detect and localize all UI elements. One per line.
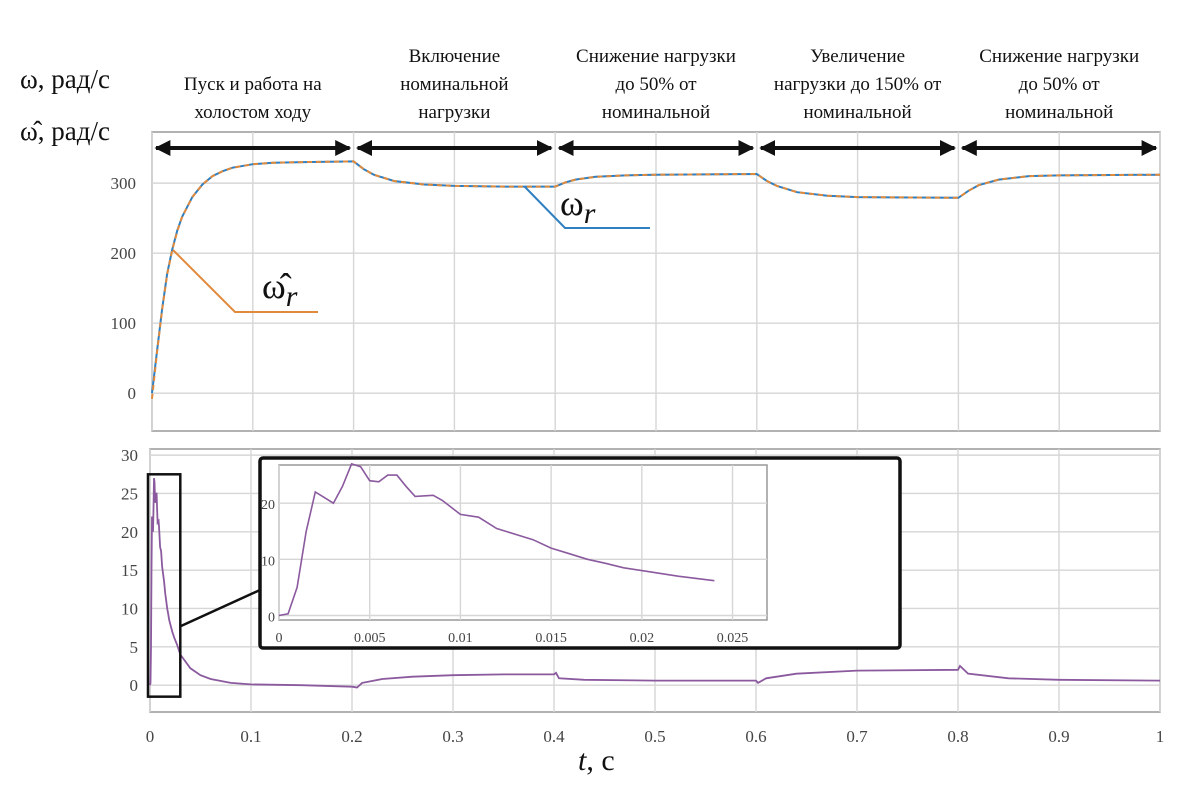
error-inset-plot: 0 0.005 0.01 0.015 0.02 0.025 0 10 20 [258, 456, 902, 650]
phase-label: Снижение нагрузки [576, 46, 736, 67]
x-tick-label: 1 [1156, 727, 1165, 746]
x-tick-label: 0.005 [354, 631, 386, 646]
phase-label: номинальной [400, 74, 508, 95]
omega-annotation: ωr [560, 183, 596, 230]
y-axis-label-omega: ω, рад/с [20, 64, 110, 94]
y-tick-label: 200 [111, 244, 137, 263]
x-tick-label: 0.025 [717, 631, 749, 646]
y-tick-label: 25 [121, 484, 138, 503]
omega-leader-line [524, 186, 650, 229]
y-tick-label: 0 [130, 676, 139, 695]
x-tick-label: 0.3 [442, 727, 463, 746]
y-tick-label: 5 [130, 638, 139, 657]
x-tick-label: 0 [146, 727, 155, 746]
series-line-omega-hat [151, 160, 1161, 399]
speed-plot: 0 100 200 300 Пуск и работа на холостом ходу В… [111, 46, 1161, 432]
phase-label: Увеличение [810, 46, 905, 67]
y-tick-label: 300 [111, 174, 137, 193]
phase-label: Снижение нагрузки [979, 46, 1139, 67]
phase-label: нагрузки [418, 102, 490, 123]
x-tick-label: 0.8 [947, 727, 968, 746]
x-axis-label: t, с [578, 744, 615, 777]
inset-error-series-line [278, 462, 715, 617]
zoom-connector-line [180, 588, 261, 628]
phase-label: Пуск и работа на [184, 74, 322, 95]
x-tick-label: 0.7 [846, 727, 868, 746]
phase-label: номинальной [803, 102, 911, 123]
x-tick-label: 0.5 [644, 727, 665, 746]
y-tick-label: 0 [128, 384, 137, 403]
y-tick-label: 30 [121, 446, 138, 465]
x-tick-label: 0.6 [745, 727, 766, 746]
x-tick-label: 0.9 [1048, 727, 1069, 746]
y-tick-label: 10 [261, 554, 275, 569]
phase-label: нагрузки до 150% от [774, 74, 942, 95]
omega-symbol: ω [560, 183, 584, 223]
y-tick-label: 20 [121, 523, 138, 542]
y-tick-label: 100 [111, 314, 137, 333]
phase-label: до 50% от [615, 74, 697, 95]
y-tick-label: 15 [121, 561, 138, 580]
y-tick-label: 20 [261, 498, 275, 513]
plot-area [278, 464, 768, 621]
y-tick-label: 0 [268, 611, 275, 626]
phase-label: холостом ходу [194, 102, 311, 123]
x-tick-label: 0.2 [341, 727, 362, 746]
omega-hat-subscript: r [286, 280, 298, 313]
phase-label: до 50% от [1019, 74, 1101, 95]
x-tick-label: 0.015 [535, 631, 567, 646]
y-axis-label-omega-hat: ω̂, рад/с [20, 116, 110, 146]
omega-hat-leader-line [172, 249, 318, 313]
x-tick-label: 0.02 [630, 631, 655, 646]
x-axis-label-unit: , с [586, 744, 614, 777]
zoom-region-box [146, 473, 182, 698]
x-tick-label: 0.4 [543, 727, 565, 746]
phase-label: номинальной [1005, 102, 1113, 123]
x-axis-label-t: t [578, 744, 587, 777]
x-tick-label: 0 [276, 631, 283, 646]
omega-subscript: r [584, 197, 596, 230]
error-series-line [149, 477, 1161, 689]
x-tick-label: 0.1 [240, 727, 261, 746]
y-tick-label: 10 [121, 599, 138, 618]
phase-label: номинальной [602, 102, 710, 123]
phase-label: Включение [409, 46, 501, 67]
x-tick-label: 0.01 [448, 631, 473, 646]
